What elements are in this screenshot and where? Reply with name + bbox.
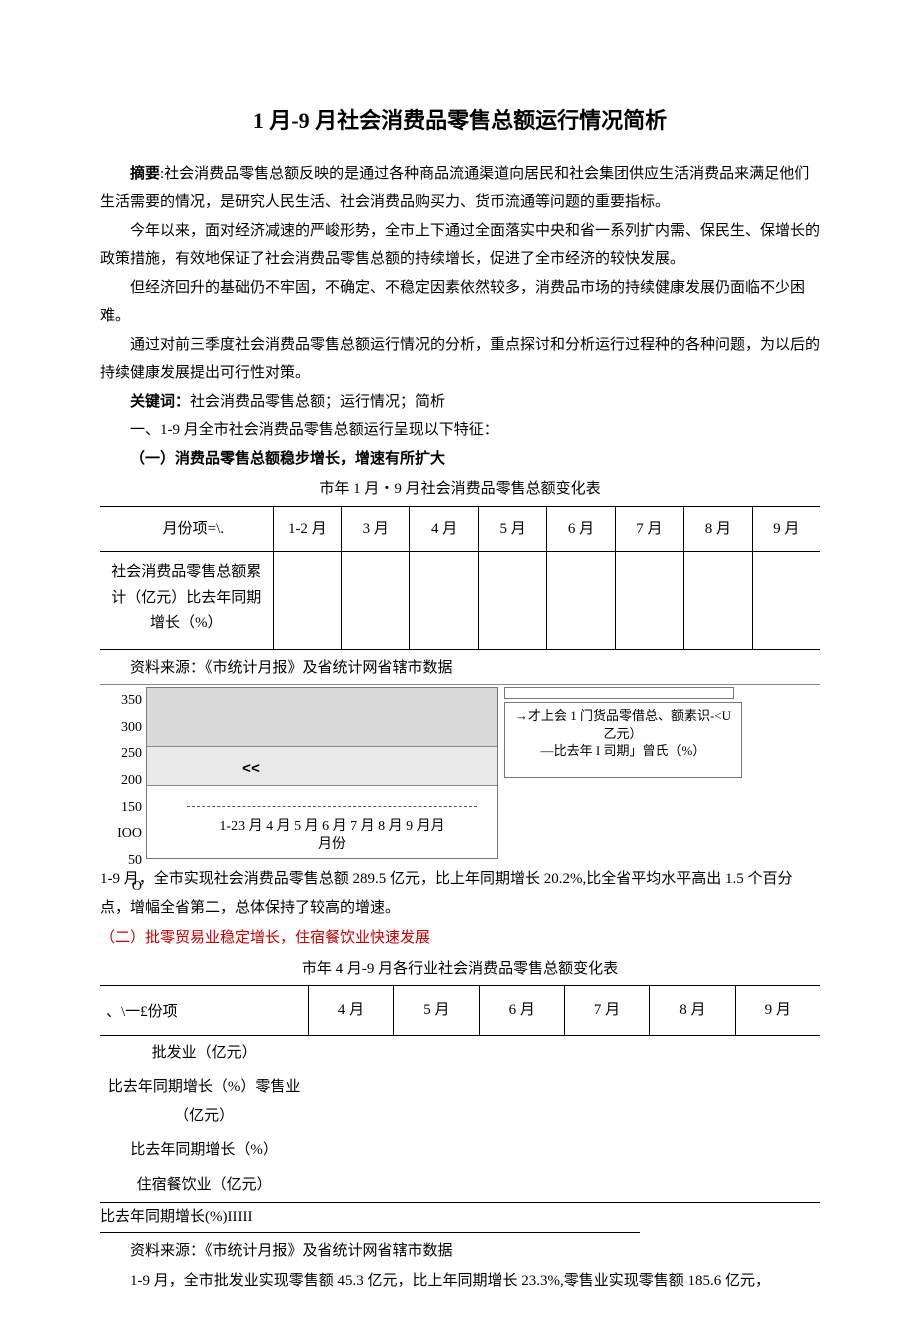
- table2-title: 市年 4 月-9 月各行业社会消费品零售总额变化表: [100, 955, 820, 984]
- table2-rowhead: 、\一£份项: [100, 986, 308, 1036]
- ytick: 350: [100, 688, 142, 715]
- table1-col: 7 月: [615, 506, 683, 552]
- table1-cell: [478, 552, 546, 650]
- table2-col: 7 月: [564, 986, 649, 1036]
- table1-bodyhead: 社会消费品零售总额累计（亿元）比去年同期增长（%）: [100, 552, 273, 650]
- table1-cell: [410, 552, 478, 650]
- table1-col: 8 月: [684, 506, 752, 552]
- table1-col: 3 月: [342, 506, 410, 552]
- source-2: 资料来源：《市统计月报》及省统计网省辖市数据: [100, 1237, 820, 1266]
- abstract-text: :社会消费品零售总额反映的是通过各种商品流通渠道向居民和社会集团供应生活消费品来…: [100, 166, 809, 211]
- table2-col: 8 月: [650, 986, 735, 1036]
- table1-col: 4 月: [410, 506, 478, 552]
- document-page: 1 月-9 月社会消费品零售总额运行情况简析 摘要:社会消费品零售总额反映的是通…: [0, 0, 920, 1336]
- section-1-heading: 一、1-9 月全市社会消费品零售总额运行呈现以下特征：: [100, 416, 820, 445]
- page-title: 1 月-9 月社会消费品零售总额运行情况简析: [100, 100, 820, 142]
- abstract-label: 摘要: [130, 166, 160, 182]
- table2-row: 比去年同期增长（%）: [100, 1133, 308, 1168]
- table2-col: 6 月: [479, 986, 564, 1036]
- legend-text: —比去年 I 司期」曾氏（%）: [541, 742, 706, 760]
- chart-fill: [147, 688, 497, 746]
- table1-cell: [547, 552, 615, 650]
- ytick: IOO: [100, 821, 142, 848]
- table2-col: 4 月: [308, 986, 393, 1036]
- table1-col: 5 月: [478, 506, 546, 552]
- chart-fill: [147, 746, 497, 786]
- table2-row: 住宿餐饮业（亿元）: [100, 1168, 308, 1203]
- table1-title: 市年 1 月・9 月社会消费品零售总额变化表: [100, 475, 820, 504]
- table1-col: 1-2 月: [273, 506, 341, 552]
- section-1-1-heading: （一）消费品零售总额稳步增长，增速有所扩大: [100, 445, 820, 474]
- legend-item: —比去年 I 司期」曾氏（%）: [513, 742, 733, 760]
- ytick: 200: [100, 768, 142, 795]
- table2-col: 9 月: [735, 986, 820, 1036]
- chart-xaxis: 1-23 月 4 月 5 月 6 月 7 月 8 月 9 月月 月份: [157, 818, 507, 854]
- table2-footer: 比去年同期增长(%)IIIII: [100, 1203, 640, 1233]
- chart-yaxis: 350 300 250 200 150 IOO 50 O: [100, 687, 142, 842]
- table1-cell: [273, 552, 341, 650]
- legend-item: →才上会 1 门货品零借总、额素识-<U 乙元）: [513, 707, 733, 742]
- table1-cell: [342, 552, 410, 650]
- table1-col: 6 月: [547, 506, 615, 552]
- paragraph-2: 今年以来，面对经济减速的严峻形势，全市上下通过全面落实中央和省一系列扩内需、保民…: [100, 217, 820, 274]
- table-1: 月份项=\. 1-2 月 3 月 4 月 5 月 6 月 7 月 8 月 9 月…: [100, 506, 820, 650]
- source-1: 资料来源：《市统计月报》及省统计网省辖市数据: [100, 654, 820, 683]
- table-2: 、\一£份项 4 月 5 月 6 月 7 月 8 月 9 月 批发业（亿元） 比…: [100, 985, 820, 1203]
- xlabel: 1-23 月 4 月 5 月 6 月 7 月 8 月 9 月月 月份: [219, 819, 444, 852]
- table1-cell: [752, 552, 820, 650]
- chart-mark: <<: [242, 756, 260, 785]
- keywords-text: 社会消费品零售总额；运行情况；简析: [190, 394, 445, 410]
- paragraph-4: 通过对前三季度社会消费品零售总额运行情况的分析，重点探讨和分析运行过程种的各种问…: [100, 331, 820, 388]
- table2-col: 5 月: [394, 986, 479, 1036]
- chart-legend-wrap: →才上会 1 门货品零借总、额素识-<U 乙元） —比去年 I 司期」曾氏（%）: [504, 687, 742, 859]
- legend-text: →才上会 1 门货品零借总、额素识-<U 乙元）: [513, 707, 733, 742]
- table1-cell: [684, 552, 752, 650]
- table1-cell: [615, 552, 683, 650]
- table1-col: 9 月: [752, 506, 820, 552]
- abstract-paragraph: 摘要:社会消费品零售总额反映的是通过各种商品流通渠道向居民和社会集团供应生活消费…: [100, 160, 820, 217]
- paragraph-3: 但经济回升的基础仍不牢固，不确定、不稳定因素依然较多，消费品市场的持续健康发展仍…: [100, 274, 820, 331]
- ytick: 250: [100, 741, 142, 768]
- chart-legend: →才上会 1 门货品零借总、额素识-<U 乙元） —比去年 I 司期」曾氏（%）: [504, 702, 742, 778]
- table1-rowhead: 月份项=\.: [100, 506, 273, 552]
- ytick: 300: [100, 715, 142, 742]
- chart-dashline: [187, 806, 477, 807]
- ytick: 150: [100, 795, 142, 822]
- table2-row: 批发业（亿元）: [100, 1035, 308, 1070]
- chart-left: 350 300 250 200 150 IOO 50 O << 1-23 月 4…: [100, 687, 498, 859]
- keywords-paragraph: 关键词：社会消费品零售总额；运行情况；简析: [100, 388, 820, 417]
- chart-region: 350 300 250 200 150 IOO 50 O << 1-23 月 4…: [100, 684, 820, 859]
- keywords-label: 关键词：: [130, 394, 190, 410]
- table2-row: 比去年同期增长（%）零售业（亿元）: [100, 1070, 308, 1133]
- paragraph-6: 1-9 月，全市批发业实现零售额 45.3 亿元，比上年同期增长 23.3%,零…: [100, 1267, 820, 1296]
- paragraph-5: 1-9 月，全市实现社会消费品零售总额 289.5 亿元，比上年同期增长 20.…: [100, 865, 820, 922]
- chart-plot: << 1-23 月 4 月 5 月 6 月 7 月 8 月 9 月月 月份: [146, 687, 498, 859]
- section-1-2-heading: （二）批零贸易业稳定增长，住宿餐饮业快速发展: [100, 924, 820, 953]
